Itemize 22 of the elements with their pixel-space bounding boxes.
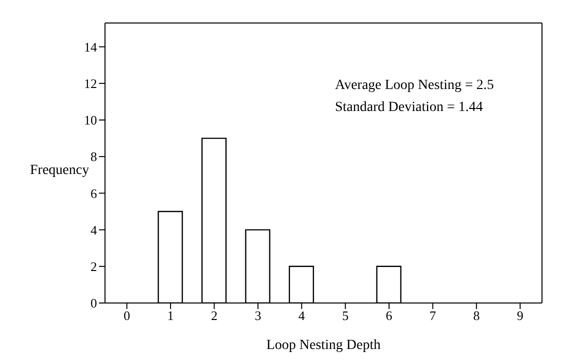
annotation: Standard Deviation = 1.44 <box>335 99 484 117</box>
y-tick-label: 4 <box>90 222 98 238</box>
y-tick-label: 2 <box>90 259 97 274</box>
y-axis-title: Frequency <box>30 163 90 179</box>
x-axis-title: Loop Nesting Depth <box>266 338 381 353</box>
x-tick-label: 4 <box>298 308 306 324</box>
y-tick-label: 10 <box>84 112 97 128</box>
x-tick-label: 3 <box>254 308 262 324</box>
x-tick-label: 1 <box>167 308 174 324</box>
y-tick-label: 6 <box>90 186 98 201</box>
annotation: Average Loop Nesting = 2.5 <box>335 77 494 95</box>
x-tick-label: 5 <box>342 308 349 324</box>
y-tick-label: 8 <box>90 149 97 164</box>
x-tick-label: 2 <box>211 308 218 324</box>
x-tick-label: 9 <box>516 308 524 324</box>
y-tick-label: 0 <box>90 296 97 311</box>
x-tick-label: 8 <box>473 308 480 324</box>
y-tick-label: 14 <box>84 39 98 54</box>
y-tick-label: 12 <box>84 76 97 92</box>
x-tick-label: 6 <box>386 308 393 324</box>
x-tick-label: 7 <box>430 308 436 324</box>
x-tick-label: 0 <box>124 308 130 324</box>
